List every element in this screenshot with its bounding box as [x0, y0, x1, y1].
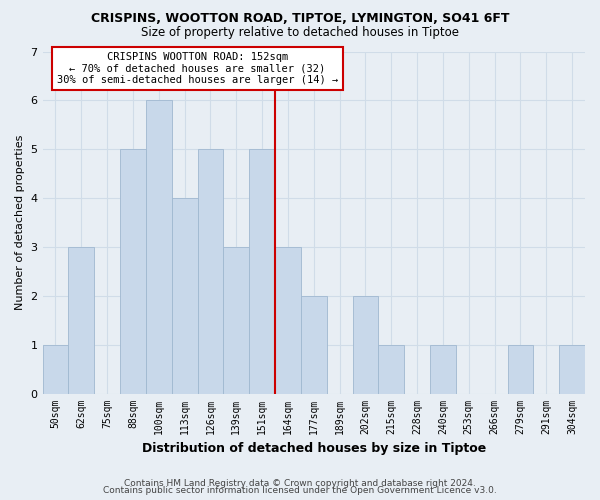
- Bar: [172, 198, 197, 394]
- Bar: [120, 149, 146, 394]
- X-axis label: Distribution of detached houses by size in Tiptoe: Distribution of detached houses by size …: [142, 442, 486, 455]
- Bar: [275, 247, 301, 394]
- Text: Contains public sector information licensed under the Open Government Licence v3: Contains public sector information licen…: [103, 486, 497, 495]
- Bar: [379, 344, 404, 394]
- Text: CRISPINS, WOOTTON ROAD, TIPTOE, LYMINGTON, SO41 6FT: CRISPINS, WOOTTON ROAD, TIPTOE, LYMINGTO…: [91, 12, 509, 26]
- Text: Contains HM Land Registry data © Crown copyright and database right 2024.: Contains HM Land Registry data © Crown c…: [124, 478, 476, 488]
- Bar: [146, 100, 172, 394]
- Text: Size of property relative to detached houses in Tiptoe: Size of property relative to detached ho…: [141, 26, 459, 39]
- Y-axis label: Number of detached properties: Number of detached properties: [15, 135, 25, 310]
- Bar: [559, 344, 585, 394]
- Bar: [301, 296, 326, 394]
- Bar: [249, 149, 275, 394]
- Bar: [43, 344, 68, 394]
- Bar: [68, 247, 94, 394]
- Text: CRISPINS WOOTTON ROAD: 152sqm
← 70% of detached houses are smaller (32)
30% of s: CRISPINS WOOTTON ROAD: 152sqm ← 70% of d…: [57, 52, 338, 85]
- Bar: [430, 344, 456, 394]
- Bar: [197, 149, 223, 394]
- Bar: [223, 247, 249, 394]
- Bar: [508, 344, 533, 394]
- Bar: [353, 296, 379, 394]
